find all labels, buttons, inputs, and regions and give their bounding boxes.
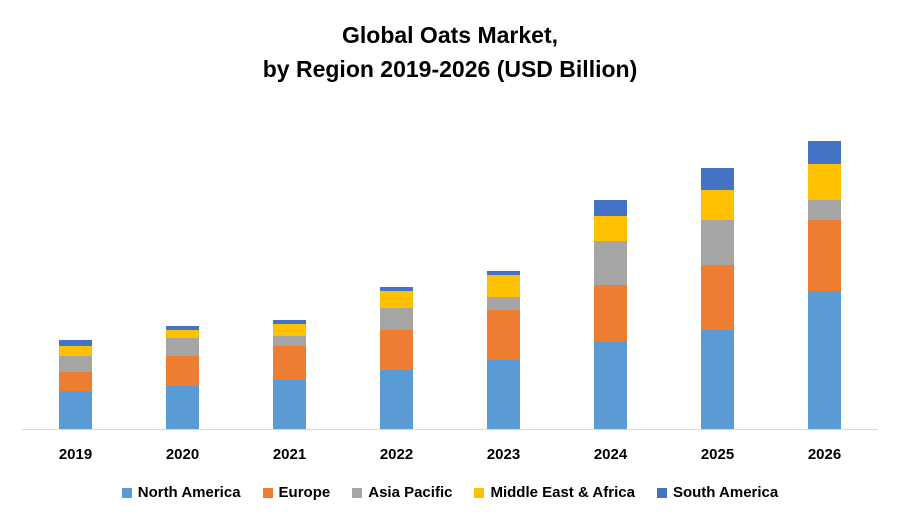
x-tick-label-2020: 2020 bbox=[166, 446, 199, 463]
chart-legend: North America Europe Asia Pacific Middle Ea… bbox=[0, 484, 900, 501]
legend-label: South America bbox=[672, 484, 779, 501]
bar-segment-middle-east-africa-2020 bbox=[166, 330, 199, 338]
x-tick-label-2021: 2021 bbox=[273, 446, 306, 463]
bar-segment-asia-pacific-2019 bbox=[59, 356, 92, 372]
bar-segment-north-america-2022 bbox=[380, 370, 413, 429]
bar-segment-europe-2025 bbox=[701, 265, 734, 330]
bar-segment-asia-pacific-2026 bbox=[808, 200, 841, 220]
bar-segment-north-america-2023 bbox=[487, 360, 520, 429]
x-tick-label-2019: 2019 bbox=[59, 446, 92, 463]
bar-segment-south-america-2024 bbox=[594, 200, 627, 216]
chart-title-line2: by Region 2019-2026 (USD Billion) bbox=[262, 56, 638, 82]
legend-swatch bbox=[352, 487, 363, 498]
bar-segment-north-america-2019 bbox=[59, 391, 92, 429]
bar-segment-asia-pacific-2024 bbox=[594, 241, 627, 285]
legend-item-north-america: North America bbox=[121, 484, 241, 501]
bar-segment-europe-2023 bbox=[487, 310, 520, 360]
bar-segment-europe-2019 bbox=[59, 372, 92, 391]
bar-segment-north-america-2020 bbox=[166, 386, 199, 429]
x-tick-label-2024: 2024 bbox=[594, 446, 628, 463]
chart-title-line1: Global Oats Market, bbox=[341, 22, 558, 48]
bar-segment-south-america-2025 bbox=[701, 168, 734, 190]
x-tick-label-2026: 2026 bbox=[808, 446, 841, 463]
bar-segment-middle-east-africa-2023 bbox=[487, 275, 520, 297]
legend-item-asia-pacific: Asia Pacific bbox=[352, 484, 452, 501]
bar-segment-asia-pacific-2025 bbox=[701, 220, 734, 265]
bar-segment-asia-pacific-2021 bbox=[273, 336, 306, 346]
legend-label: North America bbox=[137, 484, 241, 501]
bar-segment-north-america-2021 bbox=[273, 380, 306, 429]
bar-segment-middle-east-africa-2021 bbox=[273, 324, 306, 336]
bar-segment-south-america-2026 bbox=[808, 141, 841, 164]
bar-segment-north-america-2026 bbox=[808, 291, 841, 429]
bar-segment-asia-pacific-2022 bbox=[380, 308, 413, 330]
bar-segment-north-america-2024 bbox=[594, 342, 627, 429]
bar-segment-south-america-2023 bbox=[487, 271, 520, 275]
bar-segment-europe-2020 bbox=[166, 356, 199, 386]
chart-title: Global Oats Market, by Region 2019-2026 … bbox=[0, 18, 900, 86]
legend-swatch bbox=[656, 487, 667, 498]
x-tick-label-2023: 2023 bbox=[487, 446, 520, 463]
bar-segment-north-america-2025 bbox=[701, 330, 734, 429]
bar-segment-europe-2024 bbox=[594, 285, 627, 342]
legend-swatch bbox=[474, 487, 485, 498]
bar-segment-south-america-2020 bbox=[166, 326, 199, 330]
legend-label: Europe bbox=[278, 484, 331, 501]
legend-label: Middle East & Africa bbox=[490, 484, 635, 501]
legend-label: Asia Pacific bbox=[368, 484, 453, 501]
bar-segment-europe-2026 bbox=[808, 220, 841, 291]
bar-segment-middle-east-africa-2025 bbox=[701, 190, 734, 220]
bar-segment-south-america-2021 bbox=[273, 320, 306, 324]
bar-segment-europe-2022 bbox=[380, 330, 413, 370]
bar-segment-south-america-2019 bbox=[59, 340, 92, 346]
legend-item-middle-east-africa: Middle East & Africa bbox=[474, 484, 635, 501]
bar-segment-middle-east-africa-2019 bbox=[59, 346, 92, 356]
bar-segment-asia-pacific-2023 bbox=[487, 297, 520, 310]
bar-segment-middle-east-africa-2022 bbox=[380, 291, 413, 308]
bar-segment-south-america-2022 bbox=[380, 287, 413, 291]
bar-segment-asia-pacific-2020 bbox=[166, 338, 199, 356]
legend-swatch bbox=[121, 487, 132, 498]
legend-item-europe: Europe bbox=[262, 484, 331, 501]
bar-segment-middle-east-africa-2024 bbox=[594, 216, 627, 241]
legend-item-south-america: South America bbox=[656, 484, 779, 501]
x-tick-label-2025: 2025 bbox=[701, 446, 734, 463]
legend-swatch bbox=[262, 487, 273, 498]
bar-segment-middle-east-africa-2026 bbox=[808, 164, 841, 200]
x-tick-label-2022: 2022 bbox=[380, 446, 413, 463]
bar-segment-europe-2021 bbox=[273, 346, 306, 380]
